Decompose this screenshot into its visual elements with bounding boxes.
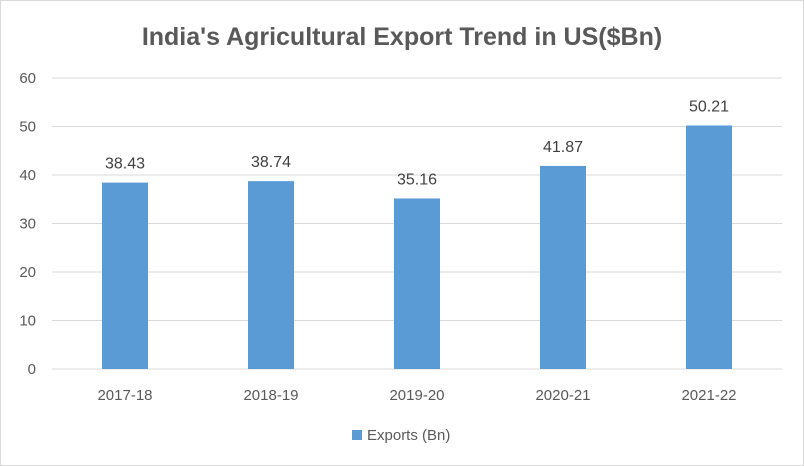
- data-labels: 38.43 38.74 35.16 41.87 50.21: [105, 98, 729, 188]
- bar-2020-21: [540, 165, 586, 369]
- y-tick-label: 50: [19, 119, 36, 136]
- x-tick-label: 2020-21: [535, 387, 590, 404]
- y-tick-label: 10: [19, 313, 36, 330]
- data-label-2019-20: 35.16: [397, 171, 437, 188]
- legend-swatch: [352, 430, 362, 440]
- bar-2018-19: [248, 181, 294, 369]
- y-tick-label: 0: [28, 361, 36, 378]
- x-tick-label: 2019-20: [389, 387, 444, 404]
- legend: Exports (Bn): [352, 427, 450, 444]
- y-tick-label: 20: [19, 264, 36, 281]
- gridlines: [52, 77, 782, 370]
- data-label-2017-18: 38.43: [105, 156, 145, 173]
- y-tick-label: 60: [19, 70, 36, 87]
- x-axis: 2017-18 2018-19 2019-20 2020-21 2021-22: [97, 387, 736, 404]
- legend-label: Exports (Bn): [367, 427, 450, 444]
- bar-2021-22: [686, 125, 732, 369]
- y-tick-label: 40: [19, 167, 36, 184]
- bar-2019-20: [394, 198, 440, 369]
- chart-title: India's Agricultural Export Trend in US(…: [142, 23, 662, 51]
- bar-2017-18: [102, 182, 148, 369]
- bar-series: [102, 125, 732, 369]
- x-tick-label: 2018-19: [243, 387, 298, 404]
- data-label-2018-19: 38.74: [251, 154, 291, 171]
- y-tick-label: 30: [19, 216, 36, 233]
- data-label-2020-21: 41.87: [543, 139, 583, 156]
- x-tick-label: 2017-18: [97, 387, 152, 404]
- y-axis: 0 10 20 30 40 50 60: [19, 70, 36, 378]
- data-label-2021-22: 50.21: [689, 98, 729, 115]
- x-tick-label: 2021-22: [681, 387, 736, 404]
